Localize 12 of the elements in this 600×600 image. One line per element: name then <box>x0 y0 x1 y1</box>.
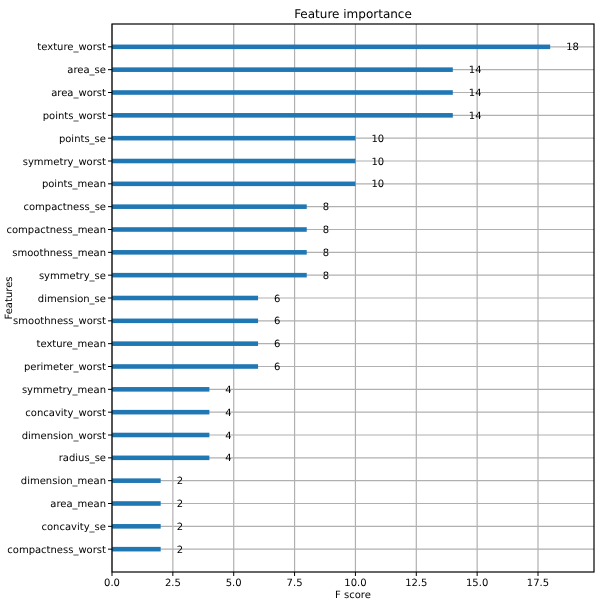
bar <box>112 341 259 346</box>
bar <box>112 90 453 95</box>
bar <box>112 204 307 209</box>
bar <box>112 387 210 392</box>
bar <box>112 501 161 506</box>
bar <box>112 113 453 118</box>
bar <box>112 227 307 232</box>
bar <box>112 364 259 369</box>
bar <box>112 250 307 255</box>
bar <box>112 524 161 529</box>
bar <box>112 478 161 483</box>
bar <box>112 67 453 72</box>
